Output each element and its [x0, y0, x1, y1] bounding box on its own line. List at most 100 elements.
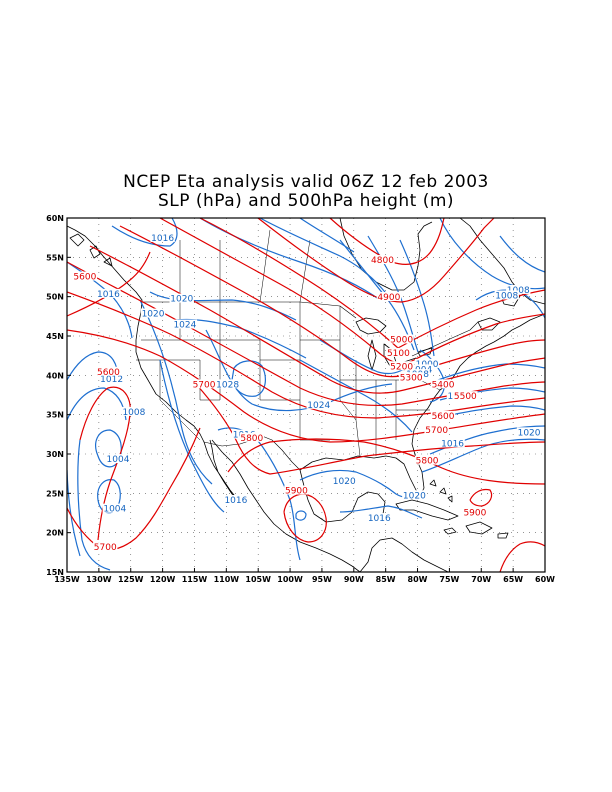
pacific-coastline: [67, 225, 205, 443]
height-contour-label: 5000: [390, 336, 413, 346]
height-contour-label-bg: [389, 361, 414, 371]
height-contour-label-bg: [191, 379, 217, 389]
isobar-1020-south: [139, 299, 213, 485]
lon-tick-label: 135W: [54, 575, 80, 584]
contour-4800: [329, 218, 445, 265]
height-contour-label-bg: [72, 271, 98, 281]
isobar-north-2: [259, 218, 389, 297]
height-contour-label: 4900: [377, 293, 400, 303]
lat-tick-label: 60N: [46, 214, 64, 223]
lon-tick-label: 110W: [214, 575, 240, 584]
contour-4900: [257, 218, 495, 303]
contour-5900: [283, 493, 327, 543]
height-contour-label-bg: [376, 292, 402, 302]
height-contour-label-bg: [370, 255, 395, 265]
slp-contour-label: 1020: [170, 295, 193, 305]
slp-contour-label: 1020: [142, 310, 165, 320]
slp-contour-label: 1020: [403, 491, 426, 501]
height-contour-label: 4800: [371, 256, 394, 266]
lon-tick-label: 125W: [118, 575, 144, 584]
slp-contour-label-bg: [150, 233, 175, 243]
height-contour-label-bg: [284, 485, 309, 495]
height-contour-label-bg: [430, 410, 456, 420]
slp-contour-label-bg: [169, 293, 194, 303]
lat-tick-label: 20N: [46, 529, 64, 538]
slp-contour-label-bg: [306, 399, 331, 409]
height-contour-label: 5800: [416, 457, 439, 467]
slp-contour-label-bg: [96, 288, 121, 298]
lon-tick-label: 60W: [535, 575, 555, 584]
lat-tick-label: 55N: [46, 253, 64, 262]
slp-contour-label-bg: [402, 490, 427, 500]
puerto-rico: [497, 532, 509, 539]
lon-tick-label: 120W: [150, 575, 176, 584]
height-contour-label: 5900: [463, 509, 486, 519]
labrador-coast: [459, 218, 545, 305]
contour-5700-west: [67, 427, 201, 551]
central-america: [359, 537, 449, 572]
height-contour-label-bg: [462, 507, 488, 517]
province-borders: [179, 229, 311, 303]
isobar-1016-atlantic: [421, 438, 545, 473]
slp-contour-label: 1016: [97, 290, 120, 300]
slp-contour-label: 1016: [441, 439, 464, 449]
slp-contour-label-bg: [506, 284, 531, 294]
contour-5100: [159, 218, 545, 364]
slp-contour-label: 1008: [495, 291, 518, 301]
slp-contour-label-bg: [440, 438, 465, 448]
contour-5200: [119, 225, 545, 378]
slp-contour-label-bg: [516, 427, 542, 437]
height-contour-label: 5600: [432, 412, 455, 422]
contour-5800-se: [499, 541, 545, 572]
slp-contour-label-bg: [367, 513, 392, 523]
us-gulf-coast: [299, 443, 425, 497]
lon-tick-label: 65W: [503, 575, 523, 584]
contour-5800: [227, 438, 545, 485]
atlantic-coastline: [411, 313, 545, 445]
slp-contour-label-bg: [99, 373, 124, 383]
height-contour-label-bg: [424, 424, 449, 434]
contour-5900-east: [469, 488, 493, 507]
slp-contour-label-bg: [105, 454, 131, 464]
lon-tick-label: 115W: [182, 575, 208, 584]
height-contour-label-bg: [398, 372, 424, 382]
isobar-central-1: [299, 359, 413, 433]
jamaica: [443, 527, 457, 535]
isobar-1004-closed-1: [95, 429, 122, 468]
slp-contour-label-bg: [102, 503, 127, 513]
contour-labels: 1016 1016 1020 1020 1024 1012 1028 1008 1024 1016…: [72, 233, 542, 553]
height-contour-label-bg: [386, 347, 411, 357]
height-contour-label: 5700: [193, 380, 216, 390]
height-contour-label: 5200: [390, 362, 413, 372]
chart-title-line-1: NCEP Eta analysis valid 06Z 12 feb 2003: [123, 172, 489, 192]
lon-tick-label: 130W: [86, 575, 112, 584]
slp-contour-label-bg: [332, 476, 357, 486]
height-contour-label-bg: [453, 391, 478, 401]
slp-contour-label: 1024: [173, 321, 196, 331]
cuba: [395, 499, 459, 521]
bahamas: [429, 479, 453, 503]
height-contour-label-bg: [414, 455, 440, 465]
isobar-north-3: [299, 218, 355, 253]
height-contour-label: 5500: [454, 392, 477, 402]
slp-contour-label-bg: [414, 358, 440, 368]
isobar-east-1: [437, 363, 545, 381]
lon-tick-label: 70W: [471, 575, 491, 584]
alaska-islands: [69, 233, 113, 267]
height-contour-label: 5600: [97, 368, 120, 378]
slp-contour-label: 1016: [224, 496, 247, 506]
contour-5600-west: [67, 251, 151, 317]
lat-tick-label: 15N: [46, 568, 64, 577]
isobar-1016-south: [159, 359, 225, 513]
slp-contour-label: 1008: [122, 408, 145, 418]
slp-contour-label-bg: [223, 494, 249, 504]
chart-title-line-2: SLP (hPa) and 500hPa height (m): [157, 191, 455, 211]
lon-tick-label: 95W: [312, 575, 332, 584]
lat-lon-gridlines: [67, 218, 545, 572]
height-contour-label: 5400: [432, 380, 455, 390]
height-contour-label-bg: [96, 366, 121, 376]
lon-tick-label: 105W: [245, 575, 271, 584]
map-frame: [66, 217, 546, 573]
height-contour-label: 5700: [94, 543, 117, 553]
